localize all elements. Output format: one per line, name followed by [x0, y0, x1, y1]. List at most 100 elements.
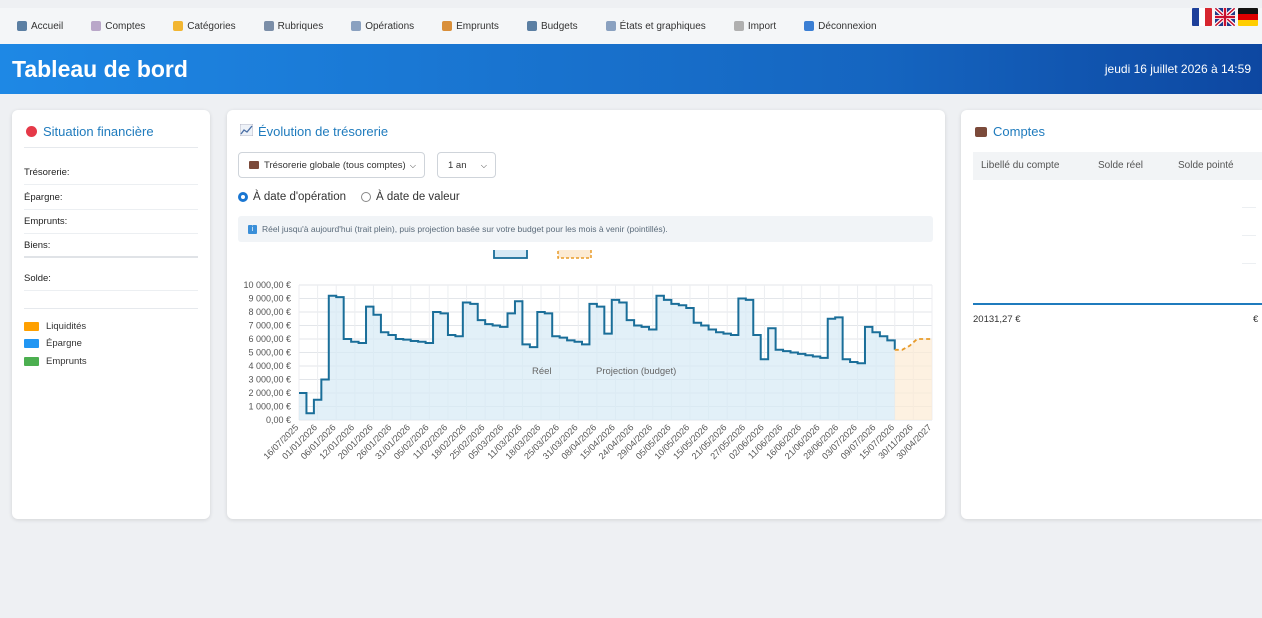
chart-icon: [605, 21, 616, 31]
nav-item-label: Catégories: [187, 20, 236, 32]
nav-item-emprunts[interactable]: Emprunts: [442, 21, 499, 32]
radio-operation[interactable]: [238, 192, 248, 202]
evolution-title-text: Évolution de trésorerie: [258, 124, 389, 139]
biens-row: Biens:: [24, 234, 198, 258]
col-libelle[interactable]: Libellé du compte: [981, 160, 1060, 171]
legend-real-swatch: [493, 250, 528, 259]
row-divider: [1242, 263, 1256, 264]
radio-valeur[interactable]: [361, 192, 371, 202]
y-tick-label: 10 000,00 €: [243, 280, 291, 290]
legend-liquidites: Liquidités: [24, 321, 86, 332]
legend-real-label: Réel: [532, 366, 552, 377]
period-select-value: 1 an: [448, 159, 467, 171]
comptes-title: Comptes: [975, 124, 1045, 139]
account-select-value: Trésorerie globale (tous comptes): [264, 159, 406, 171]
legend-label: Liquidités: [46, 321, 87, 332]
info-text: Réel jusqu'à aujourd'hui (trait plein), …: [262, 224, 668, 234]
comptes-title-text: Comptes: [993, 124, 1046, 139]
accounts-total: 20131,27 €: [973, 314, 1021, 325]
total-divider: [973, 303, 1262, 305]
nav-item-d-connexion[interactable]: Déconnexion: [804, 21, 877, 32]
nav-item-label: Budgets: [540, 20, 578, 32]
emprunts-row: Emprunts:: [24, 210, 198, 234]
nav-item--tats-et-graphiques[interactable]: États et graphiques: [605, 21, 706, 32]
col-solde-reel[interactable]: Solde réel: [1098, 160, 1144, 171]
briefcase-icon: [975, 126, 987, 137]
page-header: Tableau de bord jeudi 16 juillet 2026 à …: [0, 44, 1262, 94]
nav-item-budgets[interactable]: Budgets: [526, 20, 578, 32]
line-chart-icon: [239, 123, 254, 139]
red-circle-icon: [26, 126, 37, 137]
top-navigation: Accueil Comptes Catégories Rubriques Opérati…: [0, 8, 1262, 44]
divider: [24, 308, 198, 309]
nav-item-label: Emprunts: [456, 20, 499, 32]
real-area: [299, 295, 895, 420]
pen-icon: [733, 21, 744, 31]
nav-item-import[interactable]: Import: [733, 20, 777, 32]
y-tick-label: 6 000,00 €: [248, 334, 291, 344]
info-banner: i Réel jusqu'à aujourd'hui (trait plein)…: [238, 216, 933, 242]
bar-chart-icon: [526, 21, 537, 31]
y-tick-label: 9 000,00 €: [248, 294, 291, 304]
situation-title: Situation financière: [26, 124, 154, 139]
card-icon: [91, 21, 102, 31]
legend-projection-swatch: [557, 250, 592, 259]
period-select[interactable]: 1 an ⌵: [437, 152, 496, 178]
evolution-card: Évolution de trésorerie Trésorerie globa…: [227, 110, 945, 519]
chevron-down-icon: ⌵: [480, 161, 487, 170]
page-title: Tableau de bord: [12, 56, 188, 82]
nav-item-label: Rubriques: [277, 20, 324, 32]
y-tick-label: 0,00 €: [266, 415, 291, 425]
radio-valeur-label[interactable]: À date de valeur: [376, 191, 460, 203]
nav-item-accueil[interactable]: Accueil: [17, 21, 63, 32]
y-tick-label: 4 000,00 €: [248, 361, 291, 371]
epargne-row: Épargne:: [24, 186, 198, 210]
german-flag-icon[interactable]: [1238, 8, 1258, 26]
comptes-card: Comptes Libellé du compte Solde réel Sol…: [961, 110, 1262, 519]
situation-card: Situation financière Trésorerie: Épargne…: [12, 110, 210, 519]
chevron-down-icon: ⌵: [409, 161, 416, 170]
language-flags: [1192, 8, 1258, 26]
nav-item-rubriques[interactable]: Rubriques: [263, 20, 324, 32]
legend-swatch: [24, 322, 39, 331]
legend-epargne: Épargne: [24, 338, 82, 349]
col-solde-pointe[interactable]: Solde pointé: [1178, 160, 1234, 171]
uk-flag-icon[interactable]: [1215, 8, 1235, 26]
legend-label: Emprunts: [46, 356, 87, 367]
legend-emprunts: Emprunts: [24, 356, 87, 367]
nav-item-label: Opérations: [365, 20, 415, 32]
account-select[interactable]: Trésorerie globale (tous comptes) ⌵: [238, 152, 425, 178]
row-divider: [1242, 207, 1256, 208]
tresorerie-row: Trésorerie:: [24, 161, 198, 185]
y-tick-label: 1 000,00 €: [248, 402, 291, 412]
accounts-table-header: Libellé du compte Solde réel Solde point…: [973, 152, 1262, 180]
moneybag-icon: [442, 21, 453, 31]
french-flag-icon[interactable]: [1192, 8, 1212, 26]
situation-title-text: Situation financière: [43, 124, 154, 139]
folder-icon: [173, 21, 184, 31]
nav-item-op-rations[interactable]: Opérations: [351, 21, 414, 32]
y-tick-label: 7 000,00 €: [248, 321, 291, 331]
current-date: jeudi 16 juillet 2026 à 14:59: [1104, 62, 1251, 76]
real-line: [299, 294, 896, 415]
chart-icon: [351, 21, 362, 31]
exit-icon: [804, 21, 815, 31]
solde-row: Solde:: [24, 267, 198, 291]
bar-chart-icon: [17, 21, 27, 31]
nav-item-cat-gories[interactable]: Catégories: [173, 20, 236, 32]
cabinet-icon: [263, 21, 274, 31]
nav-item-label: Comptes: [105, 20, 146, 32]
legend-projection-label: Projection (budget): [596, 366, 676, 377]
y-tick-label: 5 000,00 €: [248, 348, 291, 358]
y-tick-label: 2 000,00 €: [248, 388, 291, 398]
y-tick-label: 8 000,00 €: [248, 307, 291, 317]
radio-operation-label[interactable]: À date d'opération: [253, 191, 346, 203]
divider: [24, 147, 198, 148]
accounts-total-right: €: [1253, 314, 1259, 325]
nav-item-label: Import: [747, 20, 777, 32]
nav-item-comptes[interactable]: Comptes: [91, 21, 145, 32]
treasury-chart: 0,00 € 1 000,00 € 2 000,00 € 3 000,00 € 4 00…: [243, 250, 933, 461]
nav-item-label: Accueil: [31, 20, 64, 32]
legend-swatch: [24, 357, 39, 366]
date-mode-radios: À date d'opération À date de valeur: [238, 191, 460, 203]
